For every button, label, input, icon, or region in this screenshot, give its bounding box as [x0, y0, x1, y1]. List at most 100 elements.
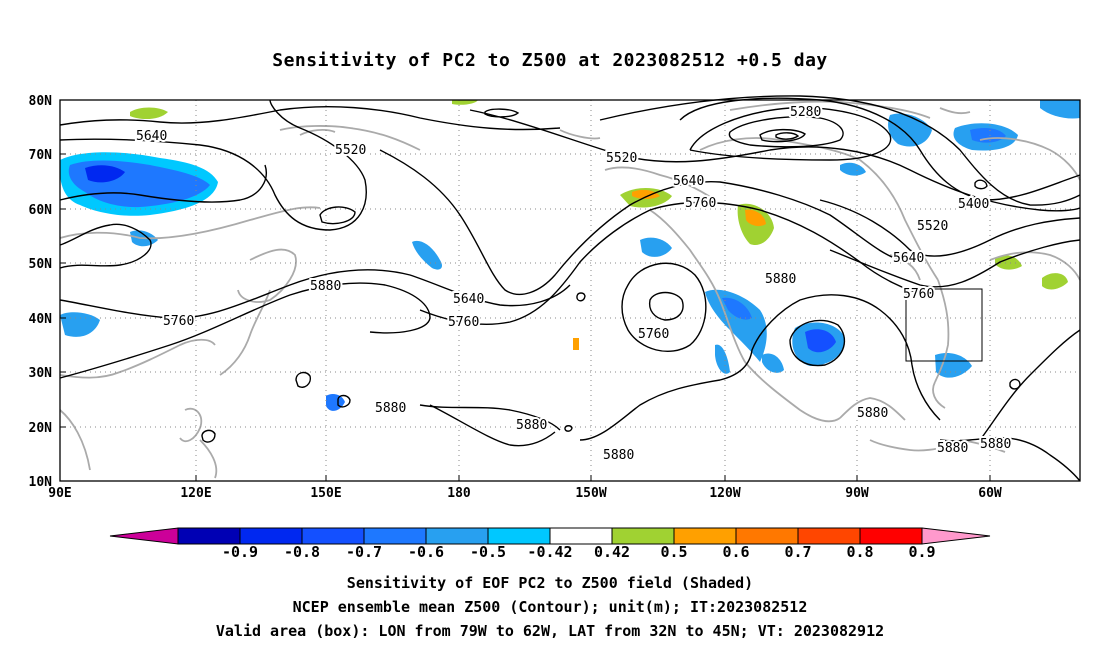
- caption-line-2: NCEP ensemble mean Z500 (Contour); unit(…: [292, 598, 808, 616]
- contour-5880-main: [59, 282, 431, 379]
- contour-5520-pacific: [469, 109, 1081, 212]
- contour-5760-east: [829, 239, 1081, 288]
- lon-label: 90W: [845, 486, 869, 501]
- shade-patch-mexico: [715, 344, 730, 374]
- axis-ticks: [60, 99, 991, 482]
- contour-5280-outer: [689, 107, 892, 161]
- contour-small-loop-7: [484, 108, 520, 118]
- contour-small-loop-1: [295, 371, 312, 388]
- contour-label: 5400: [958, 197, 989, 212]
- contour-5280-core: [759, 128, 806, 143]
- colorbar-tick-label: 0.7: [784, 543, 811, 561]
- colorbar-cell: [735, 527, 799, 545]
- shade-patch-west-us-core: [722, 297, 752, 320]
- colorbar-tick-label: -0.8: [284, 543, 320, 561]
- shade-patch-bering: [840, 162, 866, 176]
- lon-label: 180: [447, 486, 471, 501]
- colorbar: -0.9 -0.8 -0.7 -0.6 -0.5 -0.42 0.42 0.5 0.6 0.7 0.…: [109, 527, 991, 561]
- shade-patch-southeast-us: [935, 353, 972, 378]
- contour-label: 5880: [603, 448, 634, 463]
- shade-patch-aleutian: [412, 240, 443, 270]
- contour-5760-main: [59, 269, 571, 319]
- contour-5760-pacific-inner: [648, 291, 684, 321]
- contour-label: 5280: [790, 105, 821, 120]
- shade-patch-alaska-orange: [632, 189, 660, 199]
- lon-label: 150E: [310, 486, 341, 501]
- lat-label: 30N: [29, 366, 53, 381]
- lat-label: 20N: [29, 421, 53, 436]
- contour-small-loop-4: [576, 292, 586, 302]
- contour-label: 5520: [606, 151, 637, 166]
- contour-small-loop-5: [1009, 378, 1021, 390]
- contour-5640-main: [379, 149, 906, 295]
- lat-label: 50N: [29, 257, 53, 272]
- contour-label: 5760: [903, 287, 934, 302]
- colorbar-cell: [239, 527, 303, 545]
- contour-label: 5880: [516, 418, 547, 433]
- contour-5400: [679, 97, 1081, 201]
- contour-labels: 5280 5400 5520 5520 5520 5640 5640 5640 …: [134, 103, 1013, 465]
- contour-label: 5640: [453, 292, 484, 307]
- contour-5880-tropic: [429, 404, 556, 447]
- shade-patch-green-arctic: [452, 100, 478, 105]
- lon-label: 120W: [709, 486, 740, 501]
- contour-5760-pacific-high: [621, 262, 707, 353]
- colorbar-cell: [425, 527, 489, 545]
- shade-patch-west-us: [705, 289, 767, 362]
- shade-patch-texas: [762, 353, 784, 373]
- colorbar-cell: [363, 527, 427, 545]
- contour-small-loop-2: [337, 394, 351, 408]
- contour-label: 5640: [136, 129, 167, 144]
- shade-patch-east-asia-inner: [85, 165, 125, 183]
- lat-label: 40N: [29, 312, 53, 327]
- colorbar-cell: [859, 527, 923, 545]
- colorbar-cell: [611, 527, 675, 545]
- shade-patch-pacific-orange: [573, 338, 579, 350]
- contour-small-loop-6: [974, 179, 988, 190]
- colorbar-cell: [301, 527, 365, 545]
- lat-lon-grid: [60, 100, 1080, 481]
- lat-label: 60N: [29, 203, 53, 218]
- colorbar-cell: [487, 527, 551, 545]
- colorbar-cell: [177, 527, 241, 545]
- contour-5640-siberia: [59, 164, 267, 203]
- contour-5640-west: [59, 106, 561, 131]
- contour-5520-west: [59, 99, 367, 231]
- z500-contours: [59, 95, 1081, 482]
- lon-label: 120E: [180, 486, 211, 501]
- colorbar-tick-label: 0.9: [908, 543, 935, 561]
- lat-label: 10N: [29, 475, 53, 490]
- colorbar-cell: [797, 527, 861, 545]
- shade-patch-canada-orange: [745, 209, 766, 227]
- colorbar-tick-label: 0.42: [594, 543, 630, 561]
- shade-patch-pacific-small: [326, 394, 345, 411]
- lon-label: 60W: [978, 486, 1002, 501]
- contour-5880-pacific: [419, 294, 941, 441]
- shade-patch-hudson: [888, 113, 932, 147]
- contour-label: 5880: [310, 279, 341, 294]
- contour-5520-east: [599, 95, 1081, 206]
- colorbar-cell: [673, 527, 737, 545]
- plot-title: Sensitivity of PC2 to Z500 at 2023082512…: [272, 50, 828, 71]
- shade-patch-gulf-alaska: [640, 237, 672, 257]
- contour-label: 5880: [857, 406, 888, 421]
- contour-label: 5880: [765, 272, 796, 287]
- contour-label: 5640: [673, 174, 704, 189]
- colorbar-tick-label: -0.9: [222, 543, 258, 561]
- contour-label: 5760: [163, 314, 194, 329]
- plot-frame: [59, 99, 1081, 482]
- contour-5880-southeast: [939, 436, 1081, 482]
- contour-label: 5760: [638, 327, 669, 342]
- colorbar-tick-label: 0.6: [722, 543, 749, 561]
- colorbar-cell: [549, 527, 613, 545]
- lat-label: 80N: [29, 94, 53, 109]
- contour-5280-inner: [728, 116, 844, 148]
- colorbar-tick-label: -0.7: [346, 543, 382, 561]
- contour-label: 5760: [685, 196, 716, 211]
- contour-label: 5520: [917, 219, 948, 234]
- contour-5520-low: [319, 206, 356, 225]
- colorbar-tick-label: 0.8: [846, 543, 873, 561]
- lon-label: 150W: [575, 486, 606, 501]
- lat-label: 70N: [29, 148, 53, 163]
